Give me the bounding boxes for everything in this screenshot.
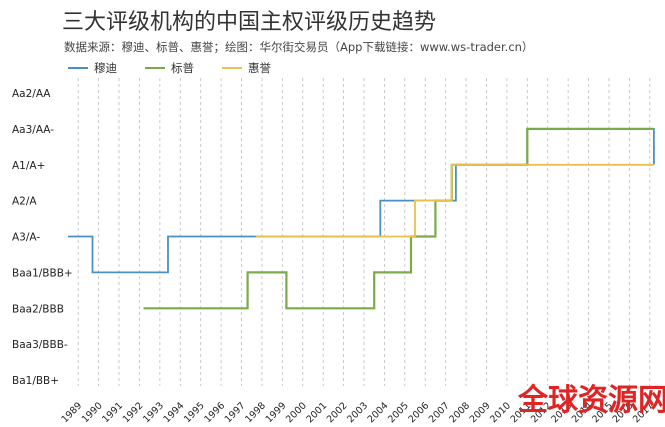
x-tick-label: 2003 [345,400,370,425]
x-tick-label: 1993 [141,400,166,425]
x-tick-label: 2009 [468,400,493,425]
x-tick-label: 2006 [406,400,431,425]
y-tick-label: Baa2/BBB [12,303,64,315]
x-tick-label: 2007 [427,400,452,425]
x-tick-label: 1996 [202,400,227,425]
x-tick-label: 1990 [80,400,105,425]
x-tick-label: 1998 [243,400,268,425]
y-tick-label: Ba1/BB+ [12,375,59,387]
x-tick-label: 1997 [223,400,248,425]
x-tick-label: 2001 [304,400,329,425]
y-tick-label: A3/A- [12,232,40,244]
legend-label: 穆迪 [94,61,117,75]
y-tick-label: A1/A+ [12,160,45,172]
grid-lines [77,78,651,386]
x-tick-label: 1994 [162,400,187,425]
series-lines [68,127,655,310]
x-tick-label: 2008 [447,400,472,425]
x-tick-label: 1989 [59,400,84,425]
chart-subtitle: 数据来源：穆迪、标普、惠誉；绘图：华尔街交易员（App下载链接：www.ws-t… [64,40,533,54]
legend-label: 惠誉 [248,61,271,75]
y-tick-label: Baa1/BBB+ [12,267,73,279]
x-tick-label: 1992 [121,400,146,425]
series-line-1 [68,128,655,274]
y-tick-label: Aa2/AA [12,88,51,100]
series-line-3 [255,163,654,238]
x-tick-label: 2000 [284,400,309,425]
y-tick-label: Baa3/BBB- [12,339,68,351]
y-axis-ticks: Ba1/BB+ Baa3/BBB- Baa2/BBB Baa1/BBB+ A3/A- A2… [12,88,73,387]
x-tick-label: 2005 [386,400,411,425]
x-tick-label: 2010 [488,400,513,425]
watermark-text: 全球资源网 [517,383,665,418]
legend-label: 标普 [171,61,194,75]
series-line-2 [143,127,654,310]
legend: 穆迪 标普 惠誉 [68,61,271,75]
x-tick-label: 2002 [325,400,350,425]
x-tick-label: 1995 [182,400,207,425]
x-tick-label: 1991 [100,400,125,425]
x-tick-label: 1999 [264,400,289,425]
y-tick-label: A2/A [12,196,37,208]
chart-title: 三大评级机构的中国主权评级历史趋势 [62,10,436,35]
x-tick-label: 2004 [366,400,391,425]
y-tick-label: Aa3/AA- [12,124,54,136]
